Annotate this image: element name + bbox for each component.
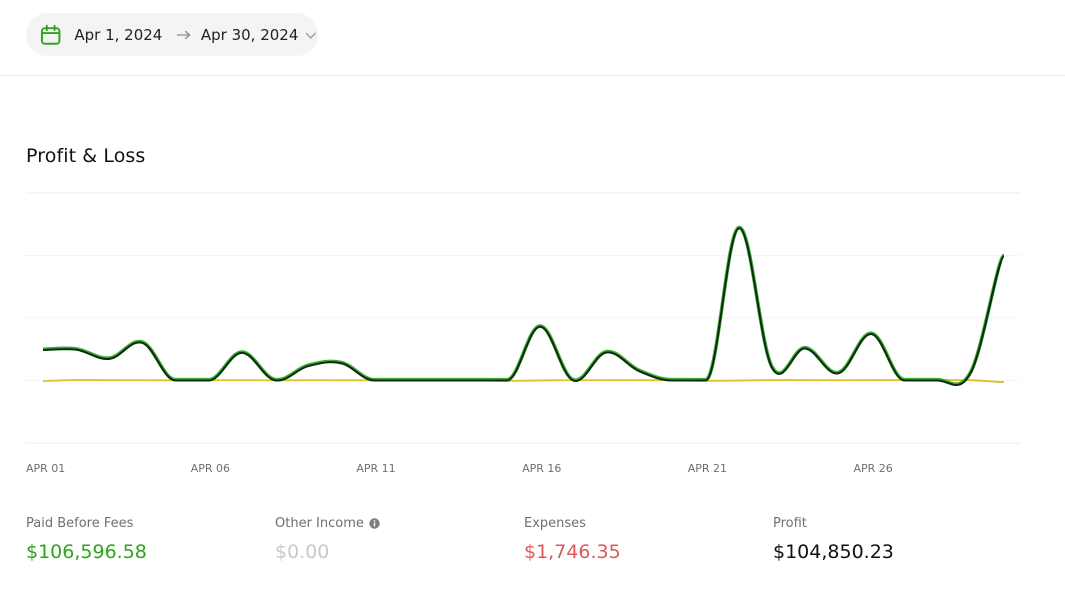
metric-label: Profit bbox=[773, 516, 807, 531]
metric-label: Paid Before Fees bbox=[26, 516, 134, 531]
metric-other-income: Other Income $0.00 bbox=[275, 516, 505, 563]
x-tick-label: APR 01 bbox=[26, 462, 65, 475]
metric-profit: Profit $104,850.23 bbox=[773, 516, 1003, 563]
date-range-start[interactable]: Apr 1, 2024 bbox=[74, 25, 163, 44]
metric-value-profit: $104,850.23 bbox=[773, 541, 894, 563]
metric-expenses: Expenses $1,746.35 bbox=[524, 516, 754, 563]
chart-grid bbox=[26, 192, 1021, 444]
chart-series bbox=[42, 225, 1006, 386]
profit-loss-chart: APR 01 APR 06 APR 11 APR 16 APR 21 APR 26 bbox=[26, 192, 1021, 475]
series-line-profit bbox=[42, 227, 1005, 386]
metric-value-other-income: $0.00 bbox=[275, 541, 330, 563]
calendar-icon bbox=[40, 24, 61, 45]
metric-paid-before-fees: Paid Before Fees $106,596.58 bbox=[26, 516, 256, 563]
x-tick-label: APR 06 bbox=[191, 462, 230, 475]
x-axis-ticks: APR 01 APR 06 APR 11 APR 16 APR 21 APR 26 bbox=[26, 462, 893, 475]
section-title: Profit & Loss bbox=[26, 145, 146, 167]
metric-label-row: Other Income bbox=[275, 516, 505, 531]
metric-value-paid-before-fees: $106,596.58 bbox=[26, 541, 147, 563]
top-bar: Apr 1, 2024 Apr 30, 2024 bbox=[0, 0, 1065, 76]
x-tick-label: APR 26 bbox=[853, 462, 892, 475]
metric-value-expenses: $1,746.35 bbox=[524, 541, 621, 563]
series-line-profit-shadow bbox=[42, 225, 1006, 386]
date-range-picker[interactable]: Apr 1, 2024 Apr 30, 2024 bbox=[26, 13, 318, 56]
summary-metrics: Paid Before Fees $106,596.58 Other Incom… bbox=[0, 516, 1065, 586]
chevron-down-icon[interactable] bbox=[304, 30, 318, 40]
info-icon[interactable] bbox=[369, 518, 380, 529]
x-tick-label: APR 21 bbox=[688, 462, 727, 475]
metric-label: Other Income bbox=[275, 516, 364, 531]
x-tick-label: APR 11 bbox=[356, 462, 395, 475]
x-tick-label: APR 16 bbox=[522, 462, 561, 475]
metric-label: Expenses bbox=[524, 516, 586, 531]
arrow-right-icon bbox=[177, 30, 191, 39]
date-range-end[interactable]: Apr 30, 2024 bbox=[200, 25, 299, 44]
